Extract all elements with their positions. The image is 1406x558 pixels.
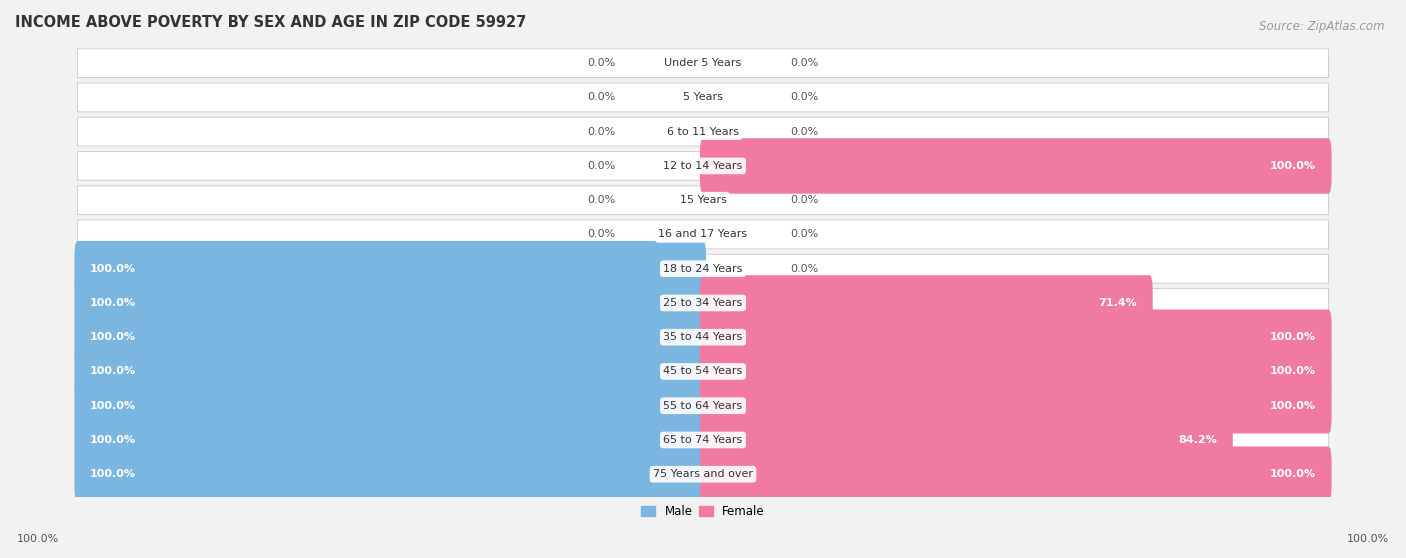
FancyBboxPatch shape — [700, 275, 1153, 331]
Text: 100.0%: 100.0% — [1270, 367, 1316, 377]
FancyBboxPatch shape — [75, 344, 706, 399]
FancyBboxPatch shape — [75, 310, 706, 365]
Text: 35 to 44 Years: 35 to 44 Years — [664, 332, 742, 342]
Text: 45 to 54 Years: 45 to 54 Years — [664, 367, 742, 377]
FancyBboxPatch shape — [77, 460, 1329, 489]
FancyBboxPatch shape — [75, 241, 706, 296]
FancyBboxPatch shape — [77, 83, 1329, 112]
FancyBboxPatch shape — [77, 117, 1329, 146]
Text: 0.0%: 0.0% — [790, 264, 818, 273]
Text: 15 Years: 15 Years — [679, 195, 727, 205]
Text: 0.0%: 0.0% — [588, 195, 616, 205]
Text: Under 5 Years: Under 5 Years — [665, 58, 741, 68]
FancyBboxPatch shape — [77, 186, 1329, 215]
Legend: Male, Female: Male, Female — [637, 500, 769, 522]
Text: 84.2%: 84.2% — [1178, 435, 1218, 445]
Text: 100.0%: 100.0% — [90, 401, 136, 411]
Text: 100.0%: 100.0% — [90, 298, 136, 308]
Text: 100.0%: 100.0% — [1270, 401, 1316, 411]
FancyBboxPatch shape — [77, 152, 1329, 180]
Text: 100.0%: 100.0% — [1270, 161, 1316, 171]
Text: 6 to 11 Years: 6 to 11 Years — [666, 127, 740, 137]
FancyBboxPatch shape — [75, 412, 706, 468]
Text: 16 and 17 Years: 16 and 17 Years — [658, 229, 748, 239]
Text: 100.0%: 100.0% — [1270, 469, 1316, 479]
FancyBboxPatch shape — [700, 446, 1331, 502]
Text: 0.0%: 0.0% — [588, 58, 616, 68]
FancyBboxPatch shape — [77, 220, 1329, 249]
Text: Source: ZipAtlas.com: Source: ZipAtlas.com — [1260, 20, 1385, 32]
Text: 55 to 64 Years: 55 to 64 Years — [664, 401, 742, 411]
FancyBboxPatch shape — [75, 275, 706, 331]
Text: 65 to 74 Years: 65 to 74 Years — [664, 435, 742, 445]
Text: 100.0%: 100.0% — [1270, 332, 1316, 342]
FancyBboxPatch shape — [77, 254, 1329, 283]
FancyBboxPatch shape — [75, 446, 706, 502]
FancyBboxPatch shape — [77, 288, 1329, 318]
Text: 0.0%: 0.0% — [588, 161, 616, 171]
Text: 100.0%: 100.0% — [90, 367, 136, 377]
Text: 71.4%: 71.4% — [1098, 298, 1137, 308]
Text: 0.0%: 0.0% — [588, 93, 616, 103]
FancyBboxPatch shape — [77, 426, 1329, 454]
Text: 18 to 24 Years: 18 to 24 Years — [664, 264, 742, 273]
Text: 5 Years: 5 Years — [683, 93, 723, 103]
Text: 12 to 14 Years: 12 to 14 Years — [664, 161, 742, 171]
FancyBboxPatch shape — [700, 138, 1331, 194]
FancyBboxPatch shape — [700, 344, 1331, 399]
Text: 0.0%: 0.0% — [790, 229, 818, 239]
FancyBboxPatch shape — [700, 412, 1233, 468]
FancyBboxPatch shape — [75, 378, 706, 434]
FancyBboxPatch shape — [77, 323, 1329, 352]
FancyBboxPatch shape — [77, 357, 1329, 386]
Text: 0.0%: 0.0% — [790, 58, 818, 68]
FancyBboxPatch shape — [77, 391, 1329, 420]
Text: 0.0%: 0.0% — [588, 127, 616, 137]
Text: 25 to 34 Years: 25 to 34 Years — [664, 298, 742, 308]
FancyBboxPatch shape — [77, 49, 1329, 78]
Text: 100.0%: 100.0% — [90, 332, 136, 342]
Text: 0.0%: 0.0% — [790, 195, 818, 205]
Text: 0.0%: 0.0% — [790, 93, 818, 103]
FancyBboxPatch shape — [700, 310, 1331, 365]
Text: 100.0%: 100.0% — [90, 469, 136, 479]
FancyBboxPatch shape — [700, 378, 1331, 434]
Text: 100.0%: 100.0% — [17, 534, 59, 544]
Text: 75 Years and over: 75 Years and over — [652, 469, 754, 479]
Text: 100.0%: 100.0% — [90, 435, 136, 445]
Text: 0.0%: 0.0% — [790, 127, 818, 137]
Text: 100.0%: 100.0% — [90, 264, 136, 273]
Text: 100.0%: 100.0% — [1347, 534, 1389, 544]
Text: INCOME ABOVE POVERTY BY SEX AND AGE IN ZIP CODE 59927: INCOME ABOVE POVERTY BY SEX AND AGE IN Z… — [15, 15, 526, 30]
Text: 0.0%: 0.0% — [588, 229, 616, 239]
